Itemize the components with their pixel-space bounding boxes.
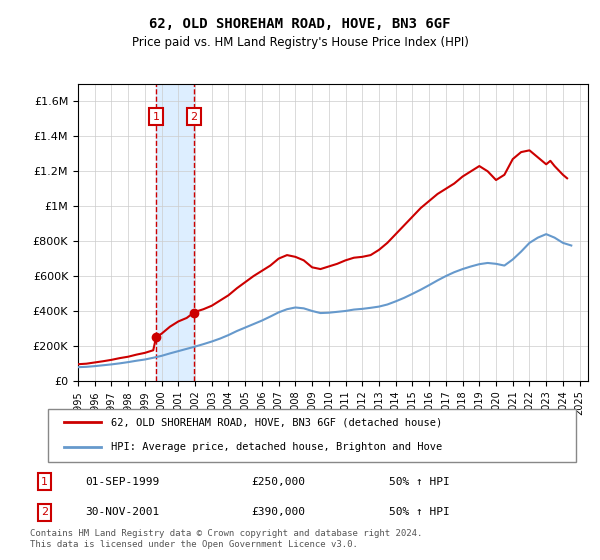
Text: 62, OLD SHOREHAM ROAD, HOVE, BN3 6GF (detached house): 62, OLD SHOREHAM ROAD, HOVE, BN3 6GF (de… — [112, 417, 443, 427]
Bar — [156, 84, 194, 381]
Text: 1: 1 — [152, 111, 160, 122]
Text: 30-NOV-2001: 30-NOV-2001 — [85, 507, 160, 517]
FancyBboxPatch shape — [48, 409, 576, 462]
Text: 2: 2 — [41, 507, 48, 517]
Text: 50% ↑ HPI: 50% ↑ HPI — [389, 477, 449, 487]
Text: 2: 2 — [190, 111, 197, 122]
Text: £390,000: £390,000 — [251, 507, 305, 517]
Text: 62, OLD SHOREHAM ROAD, HOVE, BN3 6GF: 62, OLD SHOREHAM ROAD, HOVE, BN3 6GF — [149, 17, 451, 31]
Text: 01-SEP-1999: 01-SEP-1999 — [85, 477, 160, 487]
Text: 1: 1 — [41, 477, 48, 487]
Text: HPI: Average price, detached house, Brighton and Hove: HPI: Average price, detached house, Brig… — [112, 442, 443, 452]
Text: Price paid vs. HM Land Registry's House Price Index (HPI): Price paid vs. HM Land Registry's House … — [131, 36, 469, 49]
Text: 50% ↑ HPI: 50% ↑ HPI — [389, 507, 449, 517]
Text: Contains HM Land Registry data © Crown copyright and database right 2024.
This d: Contains HM Land Registry data © Crown c… — [30, 529, 422, 549]
Text: £250,000: £250,000 — [251, 477, 305, 487]
